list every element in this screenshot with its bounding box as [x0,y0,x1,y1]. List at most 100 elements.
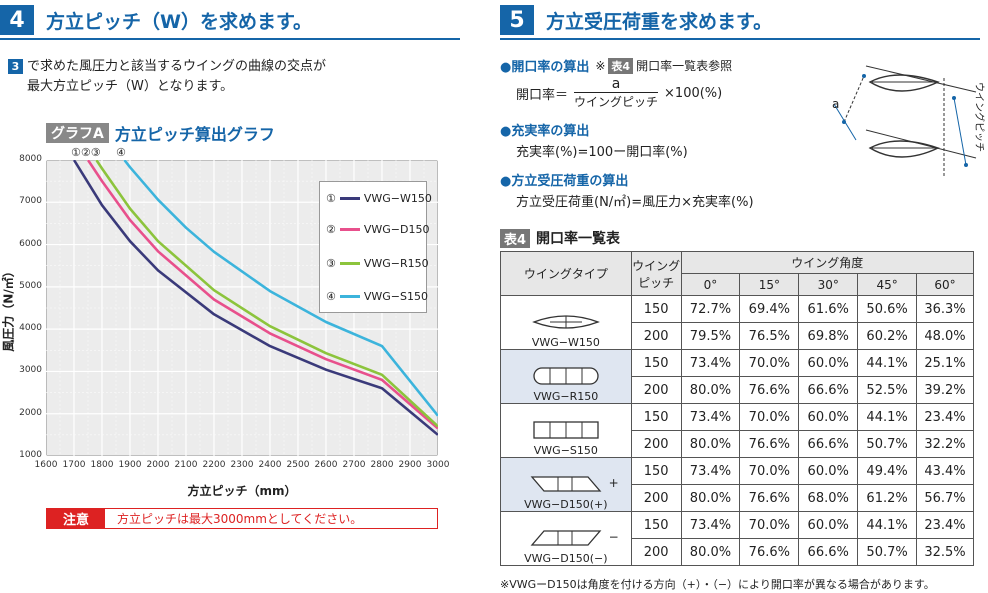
ratio-cell: 76.6% [739,376,800,404]
col-header-pitch-line1: ウイング [632,258,681,273]
ratio-cell: 43.4% [916,457,974,485]
table-row: VWG−W150 150 72.7% 69.4% 61.6% 50.6% 36.3% [500,295,974,350]
series-line-2 [86,160,438,430]
ratio-cell: 70.0% [739,457,800,485]
table-row: VWG−S150 150 73.4% 70.0% 60.0% 44.1% 23.4% [500,403,974,458]
ratio-cell: 44.1% [857,511,918,539]
col-header-type: ウイングタイプ [500,251,632,296]
ratio-cell: 70.0% [739,403,800,431]
x-tick-label: 1800 [90,460,114,470]
y-tick-label: 8000 [19,154,42,164]
y-tick-label: 6000 [19,238,42,249]
pitch-cell: 200 [630,322,682,350]
wing-pitch-diagram: a ウイングピッチ [832,65,986,178]
x-tick-label: 2000 [146,460,170,470]
legend-swatch [339,262,360,265]
legend-label: VWG−D150 [363,223,430,236]
ratio-cell: 76.6% [739,538,800,566]
wing-type-name: VWG−D150(−) [524,552,608,565]
pitch-cell: 200 [630,538,682,566]
diagram-label-pitch: ウイングピッチ [973,82,986,152]
ratio-cell: 61.6% [798,295,859,323]
ratio-cell: 50.7% [857,538,918,566]
table-row: − VWG−D150(−) 150 73.4% 70.0% 60.0% 44.1% 23.4% [500,511,974,566]
graph-heading: グラフA 方立ピッチ算出グラフ [46,121,275,145]
col-header-pitch-line2: ピッチ [638,275,675,290]
fill-ratio-formula: 充実率(%)=100ー開口率(%) [516,145,688,160]
table4-title: 開口率一覧表 [536,231,621,247]
ratio-cell: 44.1% [857,349,918,377]
ratio-cell: 68.0% [798,484,859,512]
ratio-cell: 80.0% [680,376,741,404]
section4-title: 方立ピッチ（W）を求めます。 [46,10,313,33]
series-line-4 [123,160,438,417]
pitch-cell: 150 [630,457,682,485]
x-tick-label: 1700 [62,460,86,470]
diagram-label-a: a [832,97,839,111]
ref-text: 開口率一覧表参照 [636,59,733,73]
ratio-cell: 66.6% [798,430,859,458]
ratio-cell: 60.0% [798,511,859,539]
ratio-cell: 23.4% [916,511,974,539]
legend-label: VWG−R150 [363,257,429,270]
wing-type-name: VWG−D150(+) [524,498,608,511]
section4-header: 4 方立ピッチ（W）を求めます。 [0,2,460,40]
wing-type-name: VWG−W150 [531,336,600,349]
ratio-cell: 50.6% [857,295,918,323]
pitch-cell: 200 [630,376,682,404]
wing-shape-icon [530,476,602,492]
opening-ratio-title: ●開口率の算出 [500,60,590,75]
wing-shape-icon [533,421,599,439]
wing-type-cell: VWG−S150 [500,403,632,458]
ratio-cell: 60.0% [798,349,859,377]
ratio-cell: 72.7% [680,295,741,323]
wing-type-name: VWG−R150 [533,390,599,403]
table-row: 200 80.0% 76.6% 66.6% 50.7% 32.2% [501,430,974,458]
x-tick-label: 2800 [370,460,394,470]
table-row: 200 79.5% 76.5% 69.8% 60.2% 48.0% [501,322,974,350]
legend-item-r150: ③ VWG−R150 [326,257,429,270]
legend-swatch [339,228,360,231]
pitch-cell: 150 [630,403,682,431]
wing-type-cell: − VWG−D150(−) [500,511,632,566]
ref-tag: 表4 [608,57,634,74]
wing-shape-icon [530,530,602,546]
wing-type-name: VWG−S150 [533,444,598,457]
section5-number: 5 [500,5,534,35]
note-text: 方立ピッチは最大3000mmとしてください。 [117,512,363,526]
ratio-cell: 23.4% [916,403,974,431]
ratio-cell: 76.6% [739,430,800,458]
sign-plus: + [608,476,619,490]
legend-swatch [339,197,360,200]
formula-rhs: ×100(%) [664,85,723,101]
y-tick-label: 7000 [19,196,42,207]
ratio-cell: 61.2% [857,484,918,512]
legend-marker: ② [326,223,336,236]
graph-tag: グラフA [46,123,109,143]
series-line-3 [95,160,438,428]
legend-marker: ④ [326,290,336,303]
x-tick-label: 2500 [286,460,310,470]
angle-header: 30° [798,273,859,296]
x-tick-label: 1900 [118,460,142,470]
opening-ratio-table: ウイングタイプ ウイング ピッチ ウイング角度 0° 15° 30° 45° 60… [500,251,975,566]
ratio-cell: 73.4% [680,349,741,377]
ratio-cell: 66.6% [798,376,859,404]
step-number-badge: 3 [8,59,23,74]
ratio-cell: 44.1% [857,403,918,431]
x-tick-label: 2200 [202,460,226,470]
formula-numerator: a [574,76,659,93]
table4-tag: 表4 [500,228,531,248]
ratio-cell: 79.5% [680,322,741,350]
ratio-cell: 56.7% [916,484,974,512]
y-axis-label: 風圧力（N/㎡） [1,265,16,352]
legend-marker: ① [326,192,336,205]
y-tick-label: 4000 [19,323,42,334]
opening-ratio-formula: 開口率＝ a ウイングピッチ ×100(%) [516,76,722,110]
table4-heading: 表4 開口率一覧表 [500,228,620,248]
step-line-1: で求めた風圧力と該当するウイングの曲線の交点が [27,59,327,74]
note-tag: 注意 [47,509,105,528]
note-bar: 注意 方立ピッチは最大3000mmとしてください。 [46,508,438,529]
ratio-cell: 32.5% [916,538,974,566]
wing-type-cell: VWG−R150 [500,349,632,404]
